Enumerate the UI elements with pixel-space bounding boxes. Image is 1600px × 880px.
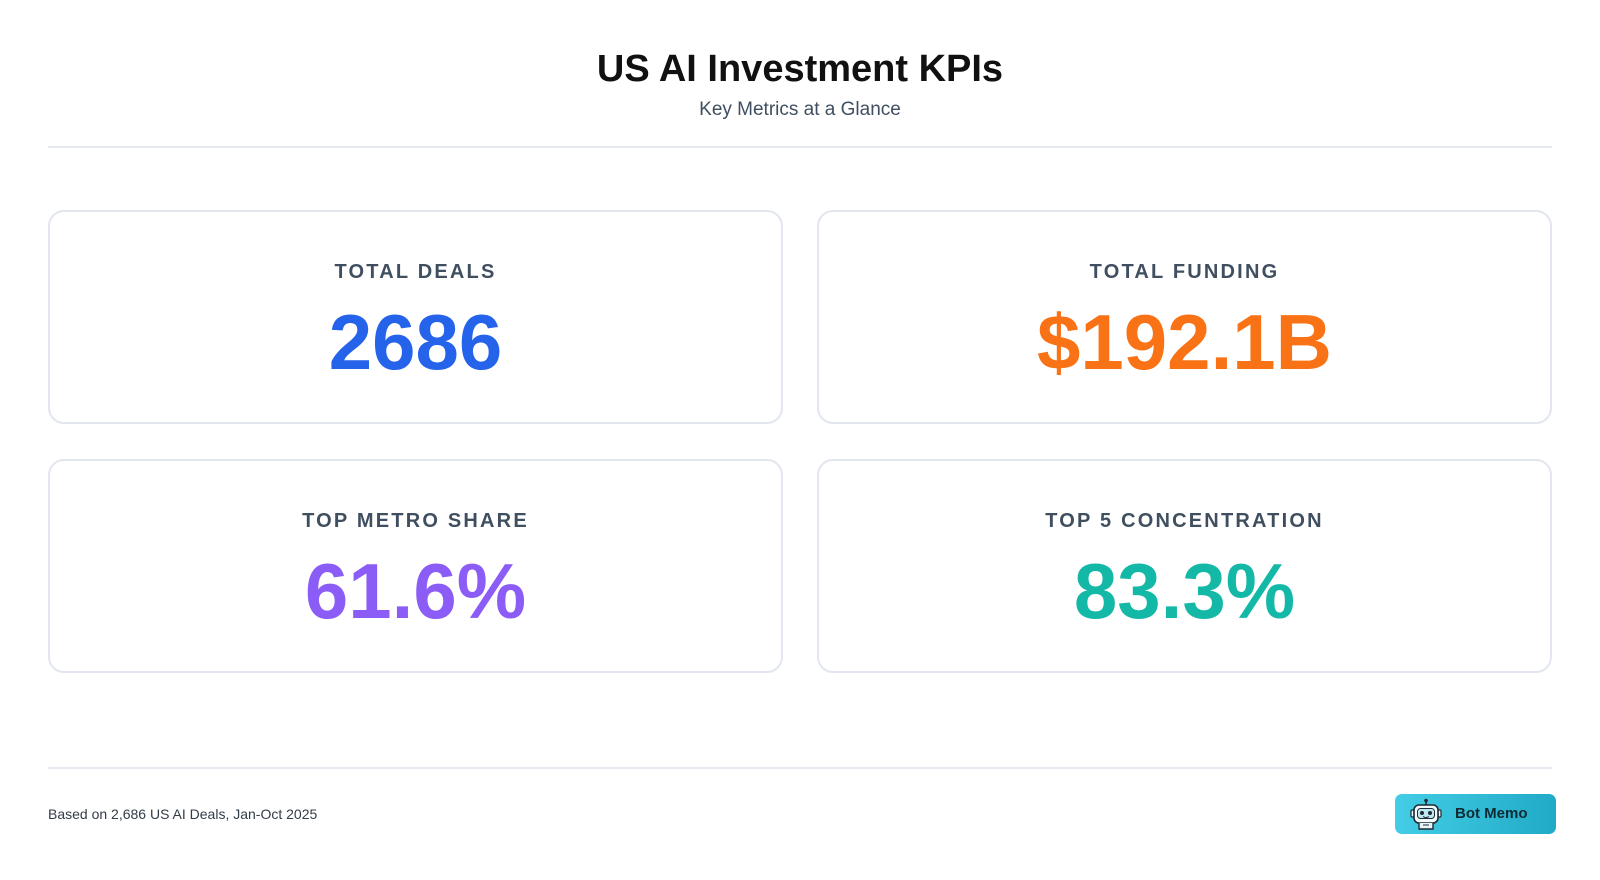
kpi-value: 2686 <box>328 298 503 386</box>
kpi-label: TOP 5 CONCENTRATION <box>1045 510 1324 532</box>
source-note: Based on 2,686 US AI Deals, Jan-Oct 2025 <box>48 806 318 822</box>
kpi-label: TOTAL DEALS <box>334 261 497 283</box>
kpi-value: 83.3% <box>1073 547 1296 635</box>
page-title: US AI Investment KPIs <box>596 48 1004 90</box>
kpi-value: 61.6% <box>304 547 527 635</box>
kpi-card-top-metro-share: TOP METRO SHARE 61.6% <box>48 459 783 673</box>
kpi-grid: TOTAL DEALS 2686 TOTAL FUNDING $192.1B T… <box>48 210 1552 676</box>
header: US AI Investment KPIs Key Metrics at a G… <box>48 0 1552 148</box>
page-subtitle: Key Metrics at a Glance <box>699 99 901 120</box>
robot-icon <box>1410 798 1442 830</box>
kpi-card-total-deals: TOTAL DEALS 2686 <box>48 210 783 424</box>
kpi-card-top-5-concentration: TOP 5 CONCENTRATION 83.3% <box>817 459 1552 673</box>
kpi-label: TOP METRO SHARE <box>302 510 529 532</box>
kpi-value: $192.1B <box>1037 298 1332 386</box>
brand-name: Bot Memo <box>1455 805 1528 822</box>
footer-divider <box>48 767 1552 769</box>
kpi-label: TOTAL FUNDING <box>1089 261 1280 283</box>
kpi-card-total-funding: TOTAL FUNDING $192.1B <box>817 210 1552 424</box>
brand-badge: Bot Memo <box>1395 794 1556 834</box>
